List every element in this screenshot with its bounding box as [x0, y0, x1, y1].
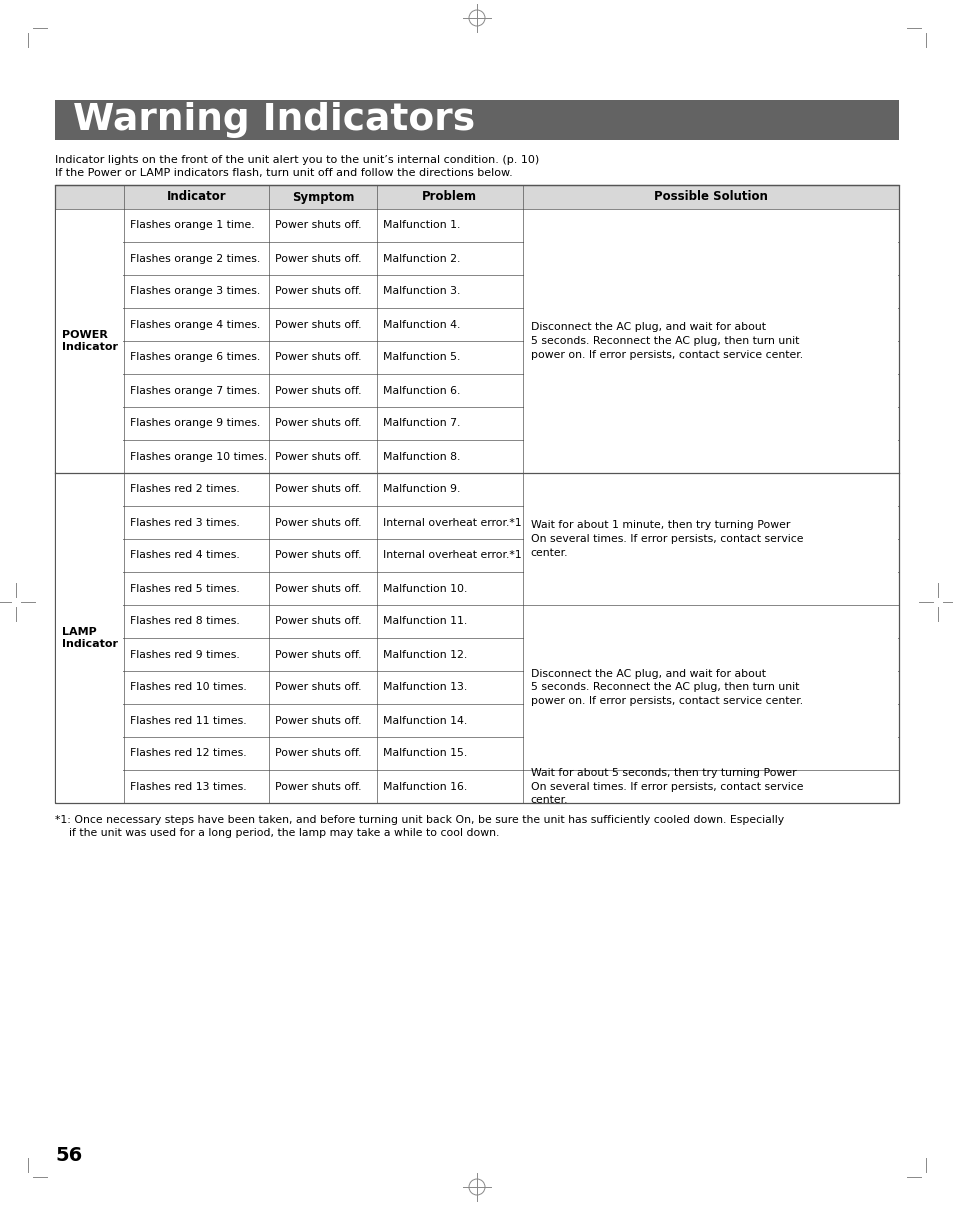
- Text: Malfunction 15.: Malfunction 15.: [382, 748, 466, 758]
- Text: Flashes red 11 times.: Flashes red 11 times.: [130, 716, 247, 725]
- Text: Wait for about 1 minute, then try turning Power
On several times. If error persi: Wait for about 1 minute, then try turnin…: [530, 521, 802, 558]
- Bar: [55, 186, 898, 803]
- Text: Malfunction 12.: Malfunction 12.: [382, 649, 466, 659]
- Text: Malfunction 13.: Malfunction 13.: [382, 682, 466, 693]
- Text: Malfunction 10.: Malfunction 10.: [382, 583, 466, 594]
- Text: Malfunction 3.: Malfunction 3.: [382, 287, 459, 296]
- Text: Disconnect the AC plug, and wait for about
5 seconds. Reconnect the AC plug, the: Disconnect the AC plug, and wait for abo…: [530, 669, 801, 706]
- Text: Power shuts off.: Power shuts off.: [275, 287, 361, 296]
- Text: Power shuts off.: Power shuts off.: [275, 418, 361, 429]
- Text: Flashes orange 9 times.: Flashes orange 9 times.: [130, 418, 260, 429]
- Text: Malfunction 7.: Malfunction 7.: [382, 418, 459, 429]
- Text: If the Power or LAMP indicators flash, turn unit off and follow the directions b: If the Power or LAMP indicators flash, t…: [55, 167, 512, 178]
- Bar: [56, 210, 123, 472]
- Text: Flashes red 4 times.: Flashes red 4 times.: [130, 551, 240, 560]
- Text: Flashes red 5 times.: Flashes red 5 times.: [130, 583, 240, 594]
- Text: Problem: Problem: [421, 190, 476, 204]
- Bar: [523, 606, 897, 769]
- Text: Power shuts off.: Power shuts off.: [275, 353, 361, 363]
- Text: Flashes orange 2 times.: Flashes orange 2 times.: [130, 253, 260, 264]
- Text: Flashes red 2 times.: Flashes red 2 times.: [130, 484, 240, 494]
- Text: Malfunction 14.: Malfunction 14.: [382, 716, 466, 725]
- Text: Flashes red 10 times.: Flashes red 10 times.: [130, 682, 247, 693]
- Text: Power shuts off.: Power shuts off.: [275, 583, 361, 594]
- Text: Flashes red 8 times.: Flashes red 8 times.: [130, 617, 240, 627]
- Text: Flashes red 12 times.: Flashes red 12 times.: [130, 748, 247, 758]
- Text: Flashes orange 1 time.: Flashes orange 1 time.: [130, 221, 254, 230]
- Text: Malfunction 9.: Malfunction 9.: [382, 484, 459, 494]
- Text: Indicator: Indicator: [167, 190, 227, 204]
- Text: Flashes orange 4 times.: Flashes orange 4 times.: [130, 319, 260, 329]
- Text: Flashes orange 10 times.: Flashes orange 10 times.: [130, 452, 267, 462]
- Text: Malfunction 4.: Malfunction 4.: [382, 319, 459, 329]
- Bar: [56, 474, 123, 803]
- Text: POWER
Indicator: POWER Indicator: [62, 330, 117, 352]
- Text: Possible Solution: Possible Solution: [653, 190, 767, 204]
- Text: Malfunction 11.: Malfunction 11.: [382, 617, 466, 627]
- Text: Power shuts off.: Power shuts off.: [275, 484, 361, 494]
- Text: Power shuts off.: Power shuts off.: [275, 782, 361, 792]
- Text: Malfunction 2.: Malfunction 2.: [382, 253, 459, 264]
- Text: Internal overheat error.*1: Internal overheat error.*1: [382, 517, 520, 528]
- Text: Flashes orange 7 times.: Flashes orange 7 times.: [130, 386, 260, 395]
- Text: Wait for about 5 seconds, then try turning Power
On several times. If error pers: Wait for about 5 seconds, then try turni…: [530, 768, 802, 805]
- Text: Power shuts off.: Power shuts off.: [275, 253, 361, 264]
- Text: Symptom: Symptom: [292, 190, 354, 204]
- Bar: [523, 771, 897, 803]
- Text: Power shuts off.: Power shuts off.: [275, 386, 361, 395]
- Text: Power shuts off.: Power shuts off.: [275, 682, 361, 693]
- Text: 56: 56: [55, 1146, 82, 1165]
- Text: Malfunction 5.: Malfunction 5.: [382, 353, 459, 363]
- Text: Disconnect the AC plug, and wait for about
5 seconds. Reconnect the AC plug, the: Disconnect the AC plug, and wait for abo…: [530, 323, 801, 359]
- Text: Malfunction 8.: Malfunction 8.: [382, 452, 459, 462]
- Text: Flashes red 3 times.: Flashes red 3 times.: [130, 517, 240, 528]
- Text: Power shuts off.: Power shuts off.: [275, 748, 361, 758]
- Text: Power shuts off.: Power shuts off.: [275, 319, 361, 329]
- Text: Power shuts off.: Power shuts off.: [275, 649, 361, 659]
- Text: Power shuts off.: Power shuts off.: [275, 221, 361, 230]
- Bar: [55, 186, 898, 208]
- Text: if the unit was used for a long period, the lamp may take a while to cool down.: if the unit was used for a long period, …: [55, 828, 498, 837]
- Text: Power shuts off.: Power shuts off.: [275, 452, 361, 462]
- Text: Malfunction 6.: Malfunction 6.: [382, 386, 459, 395]
- Text: Flashes orange 3 times.: Flashes orange 3 times.: [130, 287, 260, 296]
- Text: Flashes red 13 times.: Flashes red 13 times.: [130, 782, 247, 792]
- Text: Power shuts off.: Power shuts off.: [275, 551, 361, 560]
- Text: Flashes orange 6 times.: Flashes orange 6 times.: [130, 353, 260, 363]
- Text: Warning Indicators: Warning Indicators: [73, 102, 475, 139]
- Text: Internal overheat error.*1: Internal overheat error.*1: [382, 551, 520, 560]
- Bar: [523, 474, 897, 604]
- Bar: [523, 210, 897, 472]
- Text: Power shuts off.: Power shuts off.: [275, 517, 361, 528]
- Text: Flashes red 9 times.: Flashes red 9 times.: [130, 649, 240, 659]
- Text: Power shuts off.: Power shuts off.: [275, 716, 361, 725]
- Text: Malfunction 1.: Malfunction 1.: [382, 221, 459, 230]
- Text: Power shuts off.: Power shuts off.: [275, 617, 361, 627]
- Bar: [55, 100, 898, 140]
- Text: Indicator lights on the front of the unit alert you to the unit’s internal condi: Indicator lights on the front of the uni…: [55, 155, 538, 165]
- Text: Malfunction 16.: Malfunction 16.: [382, 782, 466, 792]
- Text: LAMP
Indicator: LAMP Indicator: [62, 627, 117, 649]
- Text: *1: Once necessary steps have been taken, and before turning unit back On, be su: *1: Once necessary steps have been taken…: [55, 815, 783, 825]
